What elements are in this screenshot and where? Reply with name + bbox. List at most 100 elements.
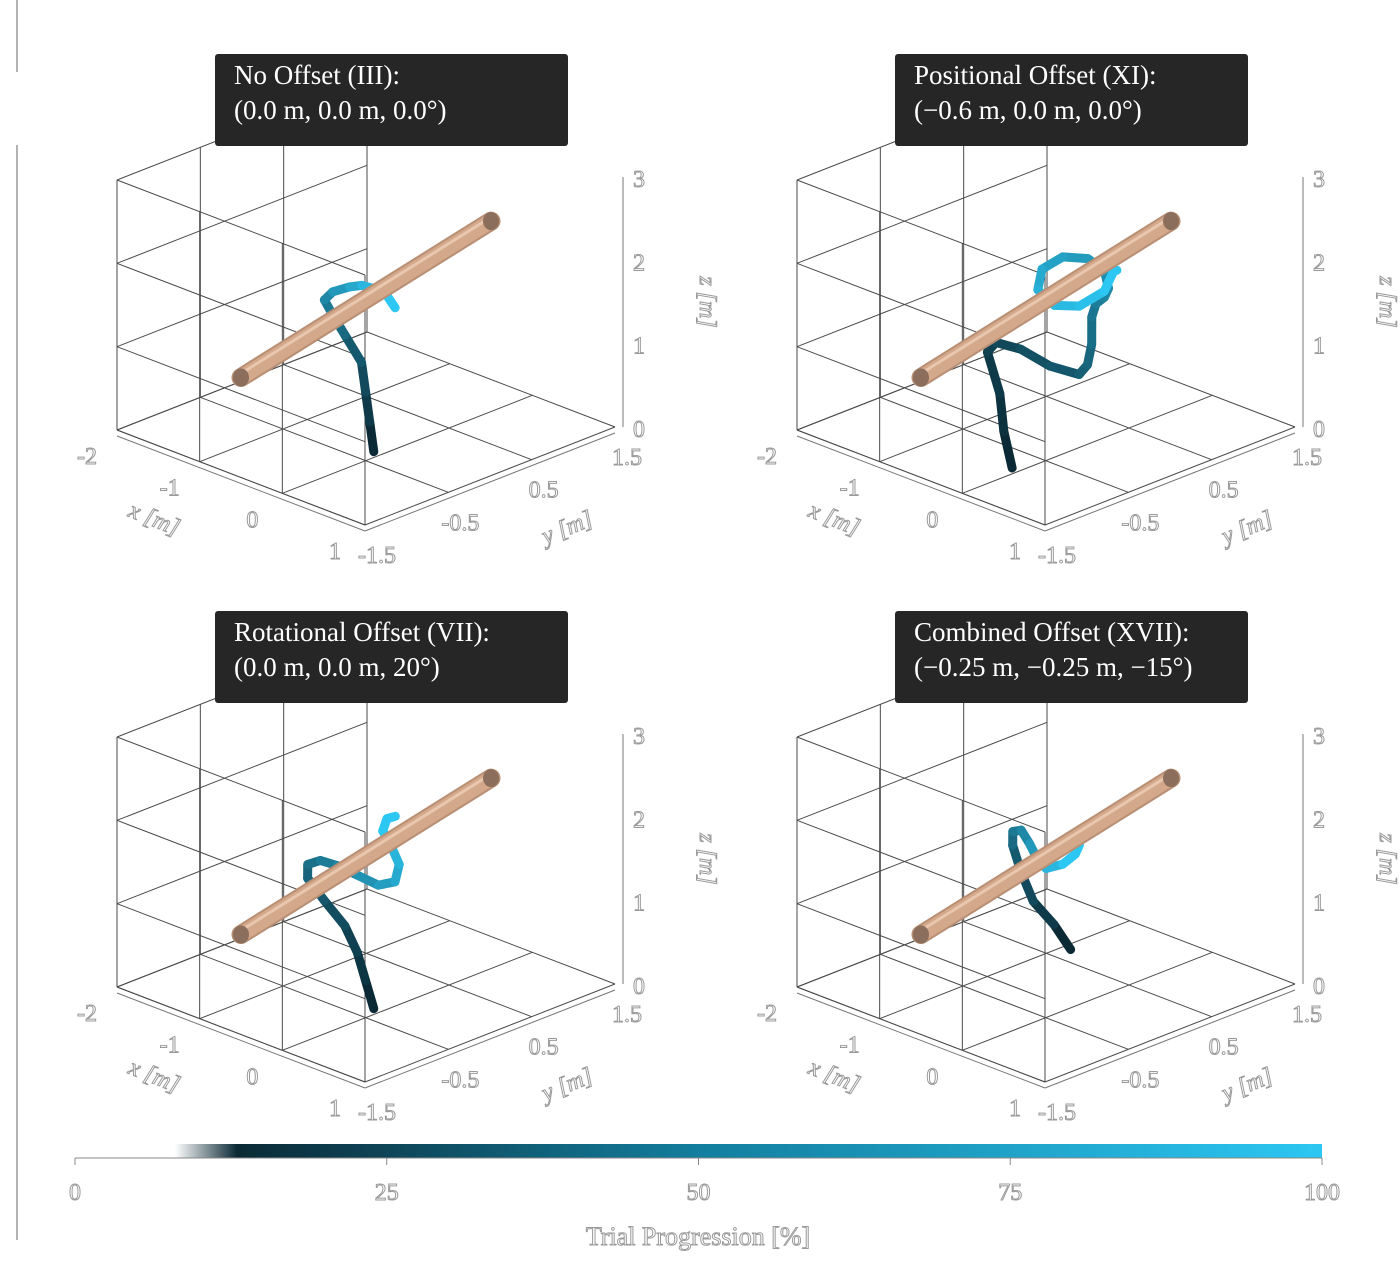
- colorbar-tick-label: 50: [687, 1180, 711, 1206]
- title-box: [215, 611, 568, 703]
- z-tick-label: 0: [1313, 974, 1325, 1000]
- grid-line: [1046, 888, 1296, 985]
- grid-line: [880, 953, 1129, 1050]
- y-tick-label: 1.5: [612, 1002, 642, 1028]
- trajectory-segment: [340, 921, 362, 957]
- grid-line: [364, 426, 616, 526]
- trajectory-segment: [365, 417, 379, 457]
- rod-end-cap: [233, 925, 249, 944]
- y-axis-line: [364, 989, 616, 1089]
- grid-line: [282, 394, 533, 494]
- grid-line: [962, 394, 1213, 494]
- z-tick-label: 0: [633, 974, 645, 1000]
- rod-body: [917, 214, 1175, 384]
- x-axis-line: [116, 435, 366, 532]
- grid-line: [796, 179, 1046, 276]
- y-tick-label: -0.5: [1121, 510, 1159, 536]
- title-line-2: (0.0 m, 0.0 m, 0.0°): [234, 95, 447, 125]
- trajectory-segment: [319, 895, 350, 931]
- trajectory-segment: [1045, 361, 1084, 379]
- colorbar-bar: [75, 1144, 1322, 1158]
- x-tick-label: -1: [840, 476, 860, 502]
- panel-title: Positional Offset (XI): (−0.6 m, 0.0 m, 0…: [895, 54, 1248, 146]
- rod-highlight: [240, 215, 492, 375]
- x-tick-label: 1: [1009, 1096, 1021, 1122]
- z-tick-label: 3: [1313, 167, 1325, 193]
- y-axis-label: y [m]: [1216, 1063, 1276, 1108]
- x-tick-label: 0: [246, 507, 258, 533]
- grid-line: [116, 736, 366, 833]
- title-line-1: Combined Offset (XVII):: [914, 617, 1189, 647]
- grid-line: [1044, 983, 1296, 1083]
- y-tick-label: 1.5: [1292, 1002, 1322, 1028]
- z-tick-label: 3: [1313, 724, 1325, 750]
- grid-line: [1044, 426, 1296, 526]
- trajectory-segment: [382, 290, 400, 313]
- y-axis-label: y [m]: [536, 506, 596, 551]
- trajectory-segment: [999, 427, 1017, 473]
- x-tick-label: 1: [329, 539, 341, 565]
- x-tick-label: -1: [160, 476, 180, 502]
- y-tick-label: -1.5: [1038, 1100, 1076, 1126]
- title-line-1: Positional Offset (XI):: [914, 60, 1156, 90]
- x-axis-label: x [m]: [124, 1054, 184, 1098]
- grid-line: [1046, 331, 1296, 428]
- y-tick-label: -0.5: [441, 1067, 479, 1093]
- x-axis-line: [796, 435, 1046, 532]
- trajectory-segment: [340, 330, 366, 367]
- trajectory-segment: [357, 357, 371, 397]
- title-box: [895, 611, 1248, 703]
- trajectory-segment: [361, 976, 379, 1014]
- y-axis-label: y [m]: [1216, 506, 1276, 551]
- panel-title: Combined Offset (XVII): (−0.25 m, −0.25 m…: [895, 611, 1248, 703]
- grid-line: [116, 262, 366, 359]
- x-tick-label: -2: [77, 444, 97, 470]
- trajectory-segment: [1016, 344, 1055, 371]
- grid-line: [116, 903, 366, 1000]
- grid-line: [116, 805, 368, 905]
- grid: [116, 81, 624, 532]
- grid-line: [116, 721, 368, 821]
- x-axis-line: [796, 992, 1046, 1089]
- z-axis-label: z [m]: [694, 275, 720, 327]
- grid-line: [116, 164, 368, 264]
- z-tick-label: 1: [1313, 334, 1325, 360]
- grid-line: [796, 736, 1046, 833]
- z-axis-label: z [m]: [1374, 275, 1400, 327]
- rod-body: [917, 771, 1175, 941]
- colorbar-tick-label: 25: [375, 1180, 399, 1206]
- z-tick-label: 3: [633, 167, 645, 193]
- grid-line: [283, 921, 532, 1018]
- z-tick-label: 1: [1313, 891, 1325, 917]
- y-tick-label: -1.5: [358, 543, 396, 569]
- y-tick-label: -1.5: [358, 1100, 396, 1126]
- trajectory-segment: [1108, 265, 1122, 276]
- y-tick-label: -1.5: [1038, 543, 1076, 569]
- rod-body: [237, 214, 495, 384]
- title-line-2: (−0.6 m, 0.0 m, 0.0°): [914, 95, 1142, 125]
- y-tick-label: -0.5: [441, 510, 479, 536]
- z-tick-label: 2: [633, 807, 645, 833]
- x-tick-label: -1: [840, 1033, 860, 1059]
- x-tick-label: -2: [757, 1001, 777, 1027]
- x-tick-label: -2: [77, 1001, 97, 1027]
- grid-line: [796, 429, 1046, 526]
- grid-line: [962, 951, 1213, 1051]
- x-axis-line: [116, 992, 366, 1089]
- x-tick-label: 1: [329, 1096, 341, 1122]
- rod-highlight: [920, 215, 1172, 375]
- grid-line: [116, 986, 366, 1083]
- title-line-2: (0.0 m, 0.0 m, 20°): [234, 652, 440, 682]
- rod-end-cap: [483, 769, 499, 788]
- grid-line: [116, 179, 366, 276]
- z-axis-label: z [m]: [1374, 832, 1400, 884]
- grid-line: [366, 331, 616, 428]
- z-tick-label: 2: [1313, 807, 1325, 833]
- panel-title: Rotational Offset (VII): (0.0 m, 0.0 m, 2…: [215, 611, 568, 703]
- y-tick-label: 0.5: [529, 1035, 559, 1061]
- title-box: [215, 54, 568, 146]
- grid-line: [963, 364, 1212, 461]
